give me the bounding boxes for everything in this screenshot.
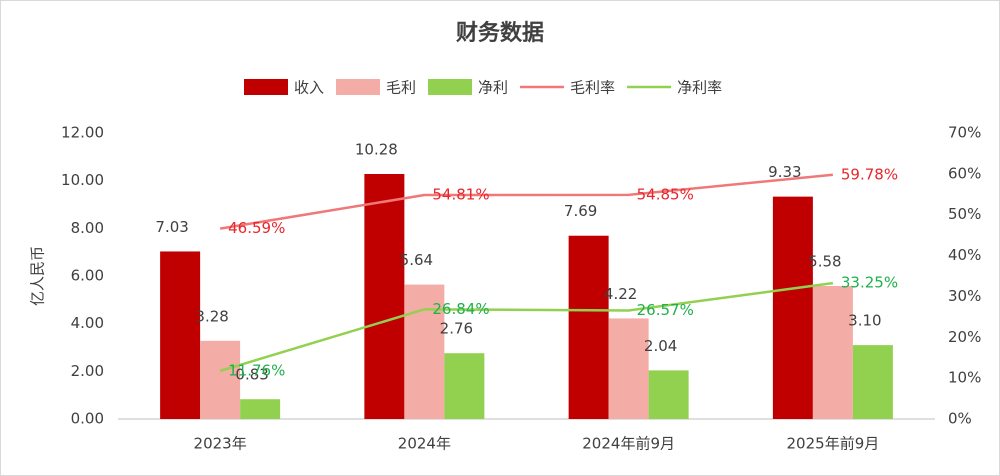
y2-tick-label: 60% (948, 164, 981, 182)
data-label: 7.03 (155, 218, 188, 236)
y-tick-label: 10.00 (61, 171, 104, 189)
line (219, 173, 833, 230)
bar (608, 318, 649, 419)
data-label: 9.33 (768, 163, 801, 181)
data-label: 59.78% (841, 165, 898, 183)
y-tick-label: 12.00 (61, 124, 104, 142)
y-axis-label: 亿人民币 (29, 246, 47, 306)
data-label: 0.83 (235, 366, 268, 384)
data-label: 33.25% (841, 274, 898, 292)
data-label: 3.28 (195, 307, 228, 325)
legend-label: 收入 (294, 79, 324, 97)
y2-tick-label: 30% (948, 287, 981, 305)
y-tick-label: 8.00 (71, 219, 104, 237)
bar (852, 345, 893, 419)
data-label: 5.58 (808, 253, 841, 271)
bar (568, 235, 609, 419)
y2-tick-label: 40% (948, 246, 981, 264)
x-tick-label: 2024年前9月 (582, 435, 675, 453)
data-label: 2.76 (440, 320, 473, 338)
x-tick-label: 2024年 (398, 435, 451, 453)
data-label: 2.04 (644, 337, 677, 355)
y2-tick-label: 70% (948, 124, 981, 142)
bar (160, 251, 201, 419)
data-label: 3.10 (848, 312, 881, 330)
data-label: 54.81% (432, 186, 489, 204)
line (219, 281, 834, 373)
chart-title: 财务数据 (456, 20, 544, 46)
bar (772, 196, 813, 419)
data-label: 5.64 (400, 251, 433, 269)
legend-swatch (428, 79, 473, 95)
bar (444, 353, 485, 419)
legend-label: 净利率 (677, 79, 722, 97)
data-label: 46.59% (228, 219, 285, 237)
y-tick-label: 4.00 (71, 314, 104, 332)
legend-swatch (336, 79, 381, 95)
legend-swatch (244, 79, 288, 95)
y2-tick-label: 20% (948, 328, 981, 346)
x-tick-label: 2023年 (194, 435, 247, 453)
data-label: 7.69 (564, 202, 597, 220)
data-label: 26.84% (432, 300, 489, 318)
bar (200, 340, 241, 419)
y2-tick-label: 0% (948, 410, 972, 428)
bar (648, 370, 689, 419)
legend-label: 毛利 (386, 79, 416, 97)
bar (240, 399, 281, 419)
y-tick-label: 6.00 (71, 267, 104, 285)
x-tick-label: 2025年前9月 (787, 435, 880, 453)
data-label: 54.85% (637, 185, 694, 203)
legend-label: 毛利率 (570, 79, 615, 97)
bar (364, 173, 405, 419)
bar (812, 286, 853, 419)
data-label: 11.76% (228, 361, 285, 379)
data-label: 10.28 (355, 140, 398, 158)
y-tick-label: 0.00 (71, 410, 104, 428)
data-label: 26.57% (637, 301, 694, 319)
bar (404, 284, 445, 419)
y2-tick-label: 10% (948, 369, 981, 387)
legend-label: 净利 (478, 79, 508, 97)
y2-tick-label: 50% (948, 205, 981, 223)
data-label: 4.22 (604, 285, 637, 303)
y-tick-label: 2.00 (71, 362, 104, 380)
